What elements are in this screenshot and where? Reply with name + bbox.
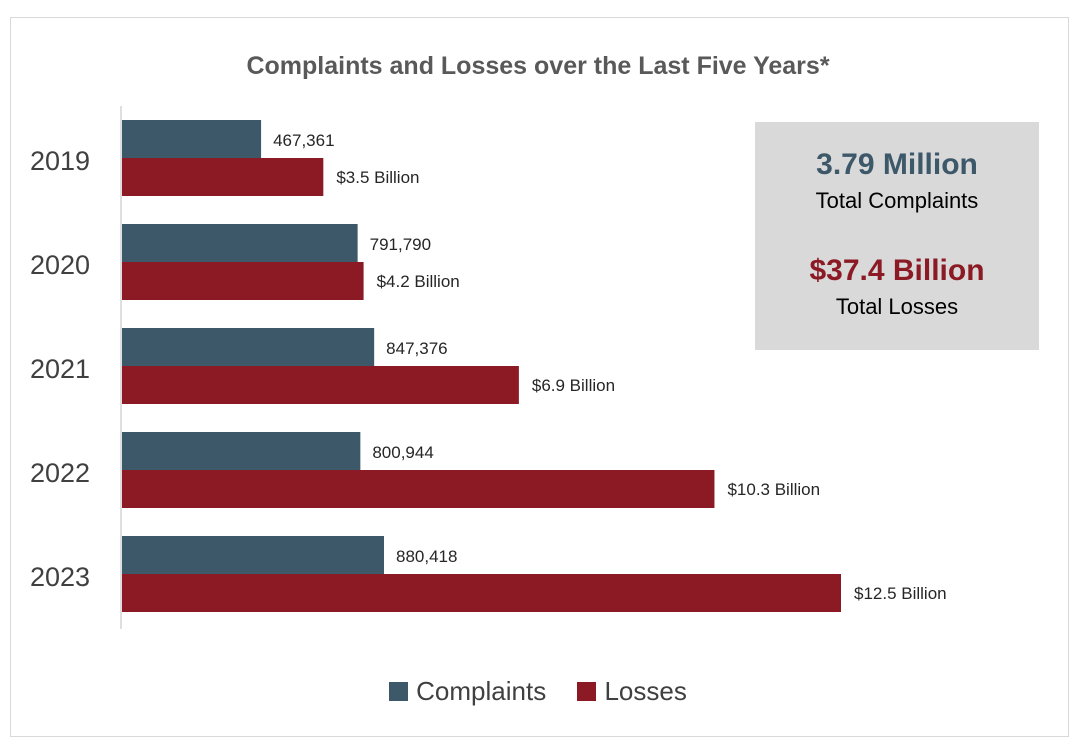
summary-box: 3.79 Million Total Complaints $37.4 Bill… bbox=[755, 122, 1039, 350]
total-losses-label: Total Losses bbox=[835, 294, 959, 319]
category-label-2022: 2022 bbox=[30, 458, 90, 488]
total-complaints-value: 3.79 Million bbox=[816, 148, 978, 181]
legend-label-losses: Losses bbox=[604, 676, 687, 706]
category-label-2019: 2019 bbox=[30, 146, 90, 176]
losses-data-label-2020: $4.2 Billion bbox=[377, 272, 460, 291]
legend: Complaints Losses bbox=[0, 676, 1076, 707]
category-label-2020: 2020 bbox=[30, 250, 90, 280]
chart-title: Complaints and Losses over the Last Five… bbox=[246, 52, 830, 80]
complaints-bar-2023 bbox=[122, 536, 384, 574]
losses-bar-2022 bbox=[122, 470, 715, 508]
legend-swatch-complaints bbox=[389, 682, 409, 701]
legend-item-losses: Losses bbox=[577, 676, 687, 707]
total-complaints-label: Total Complaints bbox=[815, 188, 979, 213]
losses-bar-2019 bbox=[122, 158, 324, 196]
complaints-data-label-2022: 800,944 bbox=[372, 443, 433, 462]
legend-item-complaints: Complaints bbox=[389, 676, 546, 707]
losses-data-label-2019: $3.5 Billion bbox=[336, 168, 419, 187]
losses-data-label-2022: $10.3 Billion bbox=[727, 480, 820, 499]
complaints-data-label-2021: 847,376 bbox=[386, 339, 447, 358]
losses-data-label-2021: $6.9 Billion bbox=[532, 376, 615, 395]
complaints-bar-2022 bbox=[122, 432, 361, 470]
complaints-bar-2021 bbox=[122, 328, 375, 366]
losses-data-label-2023: $12.5 Billion bbox=[854, 584, 947, 603]
total-losses-value: $37.4 Billion bbox=[809, 254, 985, 287]
category-label-2021: 2021 bbox=[30, 354, 90, 384]
complaints-bar-2019 bbox=[122, 120, 262, 158]
complaints-data-label-2019: 467,361 bbox=[273, 131, 334, 150]
category-label-2023: 2023 bbox=[30, 562, 90, 592]
complaints-bar-2020 bbox=[122, 224, 358, 262]
legend-label-complaints: Complaints bbox=[416, 676, 547, 706]
complaints-data-label-2020: 791,790 bbox=[370, 235, 431, 254]
losses-bar-2023 bbox=[122, 574, 841, 612]
legend-swatch-losses bbox=[577, 682, 597, 701]
complaints-data-label-2023: 880,418 bbox=[396, 547, 457, 566]
losses-bar-2021 bbox=[122, 366, 519, 404]
losses-bar-2020 bbox=[122, 262, 364, 300]
